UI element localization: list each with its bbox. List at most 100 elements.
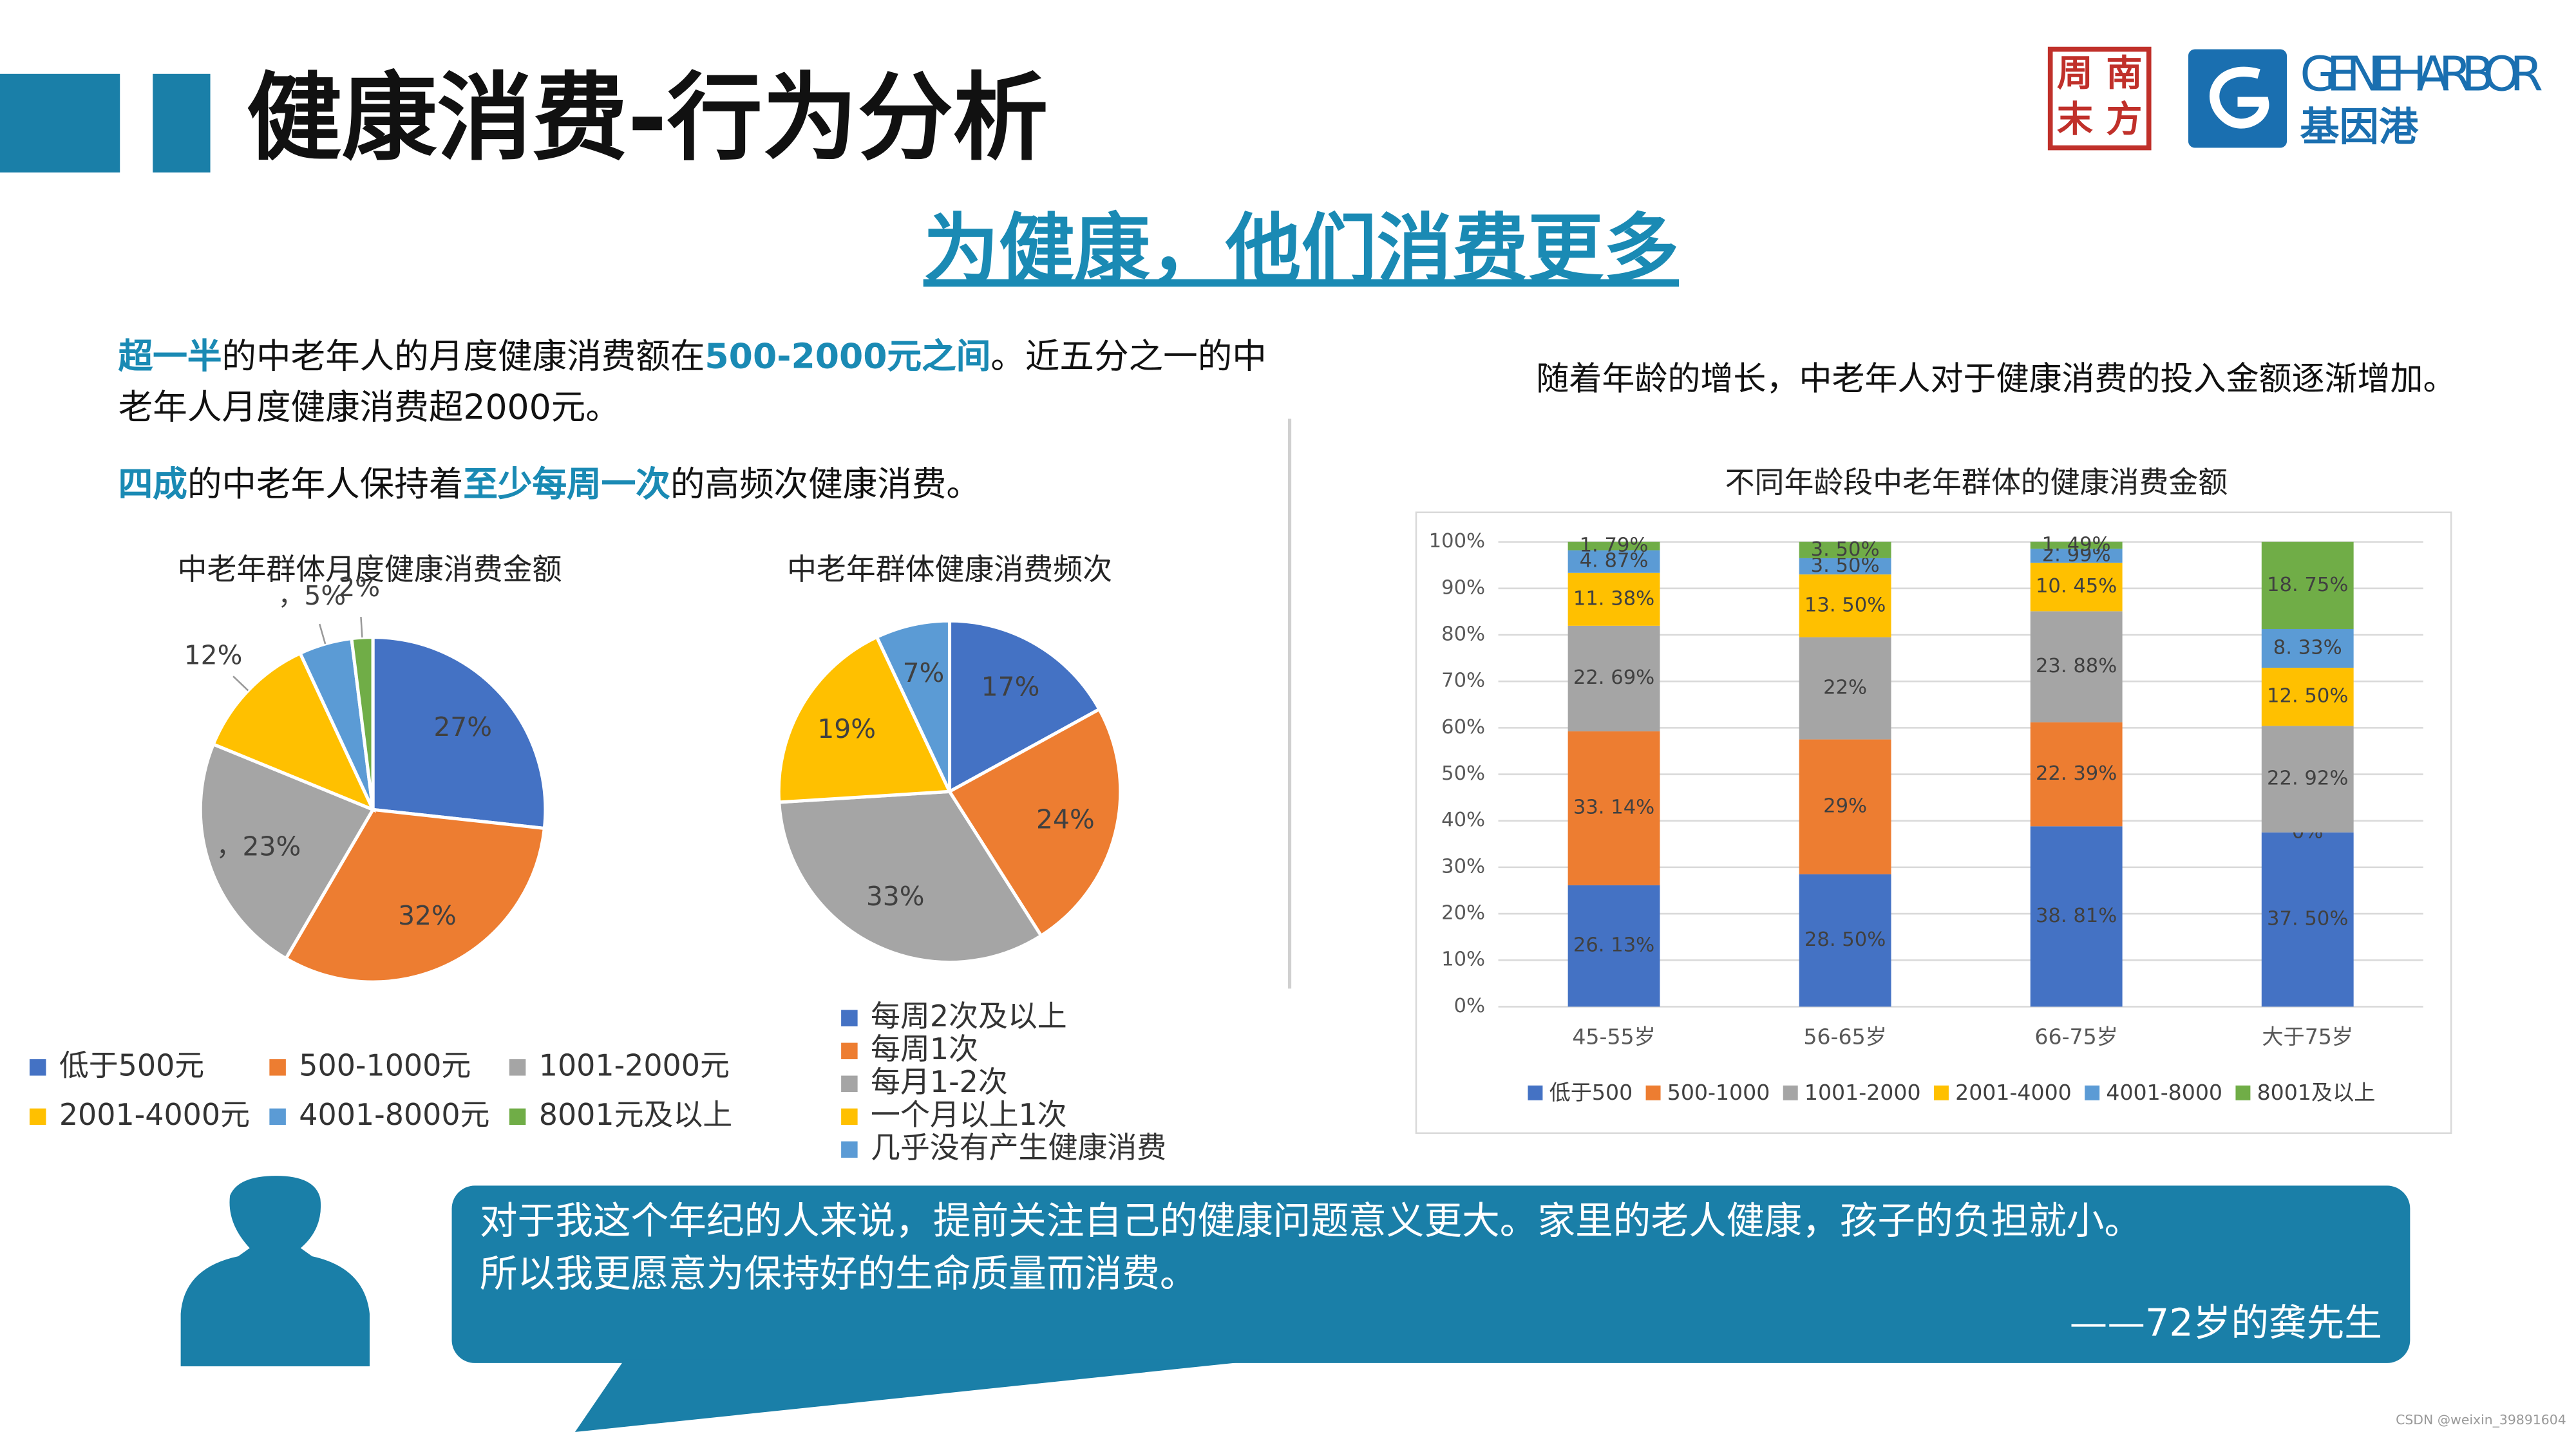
quote-box	[451, 1185, 2410, 1363]
chart-title: 中老年群体月度健康消费金额	[178, 552, 562, 587]
pie-slice	[211, 651, 377, 813]
legend-swatch	[29, 1059, 46, 1076]
legend-swatch	[1528, 1085, 1543, 1100]
legend-label: 低于500	[1549, 1080, 1633, 1105]
note-text: 的中老年人保持着	[187, 464, 464, 504]
bar-label: 3. 50%	[1811, 538, 1880, 561]
legend-swatch	[841, 1141, 858, 1158]
bar-label: 38. 81%	[2036, 905, 2117, 927]
bar-segment	[1799, 558, 1891, 575]
pie-label: 33%	[866, 881, 925, 912]
legend-swatch	[1783, 1085, 1798, 1100]
legend-swatch	[269, 1059, 286, 1076]
quote-line: 所以我更愿意为保持好的生命质量而消费。	[480, 1252, 1198, 1295]
legend-swatch	[841, 1108, 858, 1126]
y-tick-label: 20%	[1441, 902, 1485, 925]
bar-label: 8. 33%	[2273, 637, 2342, 659]
legend-label: 4001-8000元	[299, 1097, 489, 1132]
chart-title: 中老年群体健康消费频次	[787, 552, 1112, 587]
legend-swatch	[841, 1075, 858, 1093]
pie-slice	[371, 636, 547, 831]
pie-label: 17%	[981, 672, 1040, 702]
bar-label: 4. 87%	[1580, 550, 1649, 572]
pie-slice	[875, 619, 952, 793]
x-tick-label: 大于75岁	[2262, 1024, 2353, 1049]
note-text: 的高频次健康消费。	[670, 464, 981, 504]
watermark: CSDN @weixin_39891604	[2396, 1412, 2566, 1428]
quote-attribution: ——72岁的龚先生	[2070, 1301, 2382, 1344]
bar-segment	[1567, 572, 1660, 626]
brand-logo-mark	[2210, 66, 2269, 129]
bar-segment	[1799, 637, 1891, 740]
bar-label: 22%	[1823, 677, 1867, 699]
legend-label: 2001-4000	[1955, 1080, 2072, 1105]
bar-segment	[1799, 542, 1891, 558]
person-icon	[180, 1176, 370, 1366]
bar-label: 1. 79%	[1580, 534, 1649, 557]
legend-label: 低于500元	[59, 1048, 204, 1082]
legend-swatch	[29, 1108, 46, 1126]
y-tick-label: 70%	[1441, 670, 1485, 692]
y-tick-label: 50%	[1441, 762, 1485, 785]
brand-name: GENEHARBOR	[2300, 46, 2543, 102]
legend-label: 每周2次及以上	[871, 999, 1067, 1033]
pie-label: 12%	[184, 640, 243, 671]
pie-slice	[283, 807, 547, 984]
y-tick-label: 90%	[1441, 576, 1485, 599]
bar-label: 1. 49%	[2042, 533, 2111, 556]
right-note: 随着年龄的增长，中老年人对于健康消费的投入金额逐渐增加。	[1536, 361, 2456, 399]
bar-label: 22. 39%	[2036, 762, 2117, 785]
note-text: 。近五分之一的中老年人月度健康消费超2000元。	[118, 336, 1267, 428]
pie-label: ，5%	[278, 580, 346, 611]
note-text: 的中老年人的月度健康消费额在	[222, 336, 705, 377]
pie-label: 2%	[338, 572, 380, 603]
bar-segment	[1567, 542, 1660, 551]
bar-segment	[1567, 885, 1660, 1007]
bar-segment	[2030, 562, 2123, 612]
bar-label: 29%	[1823, 795, 1867, 818]
highlight-text: 至少每周一次	[463, 464, 670, 504]
pie-slice	[947, 707, 1122, 938]
legend-label: 8001及以上	[2257, 1080, 2376, 1105]
pie-slice	[349, 636, 375, 810]
bar-segment	[2261, 542, 2354, 629]
highlight-text: 四成	[118, 464, 187, 504]
legend-label: 2001-4000元	[59, 1097, 250, 1132]
headline: 为健康，他们消费更多	[923, 205, 1679, 294]
quote-tail	[574, 1359, 1265, 1432]
bar-segment	[2030, 611, 2123, 722]
legend-swatch	[269, 1108, 286, 1126]
legend-swatch	[841, 1010, 858, 1027]
pie-label: 32%	[398, 900, 457, 931]
bar-segment	[1567, 625, 1660, 731]
bar-segment	[2261, 832, 2354, 1007]
bar-segment	[2030, 722, 2123, 827]
legend-label: 几乎没有产生健康消费	[871, 1130, 1166, 1165]
pie-slice	[947, 619, 1102, 795]
x-tick-label: 45-55岁	[1572, 1024, 1655, 1049]
bar-segment	[1799, 874, 1891, 1007]
seal-char: 周	[2057, 53, 2093, 95]
pie-label: 19%	[817, 713, 876, 744]
y-tick-label: 30%	[1441, 855, 1485, 878]
bar-segment	[2030, 549, 2123, 563]
y-tick-label: 60%	[1441, 716, 1485, 739]
bar-segment	[2030, 542, 2123, 549]
y-tick-label: 40%	[1441, 809, 1485, 831]
legend-label: 1001-2000	[1804, 1080, 1921, 1105]
bar-label: 12. 50%	[2267, 685, 2348, 708]
bar-segment	[1567, 731, 1660, 885]
left-note: 超一半的中老年人的月度健康消费额在500-2000元之间。近五分之一的中老年人月…	[118, 332, 1288, 433]
y-tick-label: 80%	[1441, 623, 1485, 646]
legend-swatch	[509, 1059, 526, 1076]
chart-title: 不同年龄段中老年群体的健康消费金额	[1725, 465, 2228, 500]
quote-line: 对于我这个年纪的人来说，提前关注自己的健康问题意义更大。家里的老人健康，孩子的负…	[480, 1199, 2142, 1243]
pie-slice	[198, 742, 375, 961]
bar-segment	[1567, 550, 1660, 573]
seal-char: 末	[2057, 99, 2093, 140]
highlight-text: 500-2000元之间	[705, 336, 991, 377]
pie-label: ，23%	[216, 831, 301, 862]
left-note: 四成的中老年人保持着至少每周一次的高频次健康消费。	[118, 460, 1288, 511]
